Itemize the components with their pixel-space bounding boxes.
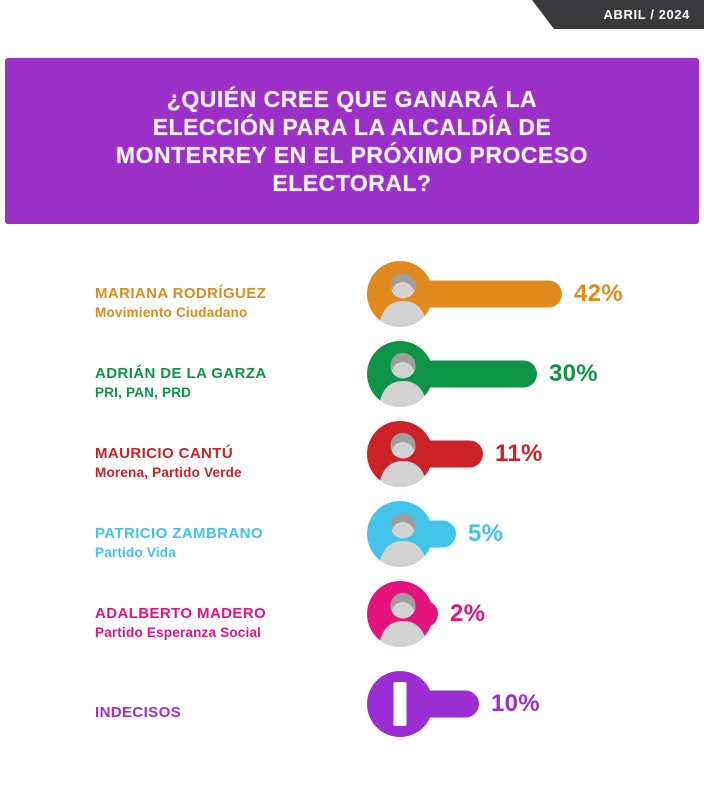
candidate-name: MARIANA RODRÍGUEZ [95,285,267,302]
date-badge: ABRIL / 2024 [532,0,704,29]
percentage-label: 5% [468,520,504,547]
percentage-label: 30% [549,360,598,387]
poll-row: ADALBERTO MADERO Partido Esperanza Socia… [0,574,704,654]
candidate-party: Partido Esperanza Social [95,625,262,640]
poll-row: INDECISOS 10% [0,664,704,744]
letter-i-glyph [393,682,407,726]
candidate-name: MAURICIO CANTÚ [95,445,234,462]
candidate-party: Morena, Partido Verde [95,465,242,480]
poll-rows: MARIANA RODRÍGUEZ Movimiento Ciudadano 4… [0,224,704,799]
candidate-labels: PATRICIO ZAMBRANO Partido Vida [95,525,350,561]
candidate-labels: INDECISOS [95,704,350,722]
candidate-party: Movimiento Ciudadano [95,305,248,320]
candidate-name: INDECISOS [95,704,182,721]
candidate-name: PATRICIO ZAMBRANO [95,525,263,542]
percentage-label: 42% [574,280,623,307]
question-banner: ¿QUIÉN CREE QUE GANARÁ LA ELECCIÓN PARA … [5,58,699,224]
candidate-party: PRI, PAN, PRD [95,385,192,400]
percentage-label: 2% [450,600,486,627]
indecisos-icon [367,671,433,737]
percentage-label: 11% [495,440,543,467]
poll-row: MAURICIO CANTÚ Morena, Partido Verde 11% [0,414,704,494]
candidate-labels: MAURICIO CANTÚ Morena, Partido Verde [95,445,350,481]
percentage-label: 10% [491,690,540,717]
candidate-photo [367,501,433,567]
candidate-name: ADALBERTO MADERO [95,605,267,622]
poll-row: PATRICIO ZAMBRANO Partido Vida 5% [0,494,704,574]
candidate-photo [367,261,433,327]
candidate-labels: MARIANA RODRÍGUEZ Movimiento Ciudadano [95,285,350,321]
poll-question: ¿QUIÉN CREE QUE GANARÁ LA ELECCIÓN PARA … [115,86,589,196]
candidate-photo [367,421,433,487]
poll-row: ADRIÁN DE LA GARZA PRI, PAN, PRD 30% [0,334,704,414]
candidate-photo [367,581,433,647]
candidate-party: Partido Vida [95,545,176,560]
candidate-name: ADRIÁN DE LA GARZA [95,365,267,382]
candidate-photo [367,341,433,407]
date-badge-label: ABRIL / 2024 [603,7,690,22]
candidate-labels: ADALBERTO MADERO Partido Esperanza Socia… [95,605,350,641]
candidate-labels: ADRIÁN DE LA GARZA PRI, PAN, PRD [95,365,350,401]
poll-row: MARIANA RODRÍGUEZ Movimiento Ciudadano 4… [0,254,704,334]
